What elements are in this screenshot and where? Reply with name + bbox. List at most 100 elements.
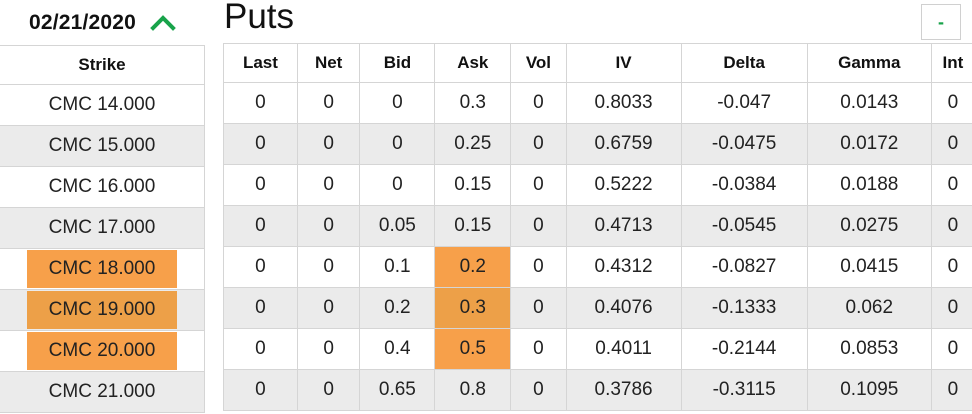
cell-int[interactable]: 0 <box>931 124 972 165</box>
cell-net[interactable]: 0 <box>297 124 360 165</box>
cell-ask[interactable]: 0.5 <box>435 329 511 370</box>
cell-bid[interactable]: 0.1 <box>360 247 435 288</box>
cell-last[interactable]: 0 <box>224 165 298 206</box>
cell-int[interactable]: 0 <box>931 288 972 329</box>
cell-vol[interactable]: 0 <box>511 83 566 124</box>
table-row[interactable]: 0 0 0 0.25 0 0.6759 -0.0475 0.0172 0 <box>224 124 972 165</box>
cell-net[interactable]: 0 <box>297 247 360 288</box>
strike-cell[interactable]: CMC 20.000 <box>0 331 205 372</box>
cell-delta[interactable]: -0.3115 <box>681 370 807 411</box>
cell-int[interactable]: 0 <box>931 165 972 206</box>
cell-delta[interactable]: -0.0384 <box>681 165 807 206</box>
cell-ask[interactable]: 0.15 <box>435 165 511 206</box>
cell-vol[interactable]: 0 <box>511 370 566 411</box>
cell-bid[interactable]: 0.05 <box>360 206 435 247</box>
column-header-gamma[interactable]: Gamma <box>807 44 931 83</box>
strike-cell[interactable]: CMC 17.000 <box>0 208 205 249</box>
column-header-bid[interactable]: Bid <box>360 44 435 83</box>
strike-row[interactable]: CMC 21.000 <box>0 372 205 413</box>
cell-ask[interactable]: 0.3 <box>435 288 511 329</box>
cell-last[interactable]: 0 <box>224 206 298 247</box>
cell-delta[interactable]: -0.0475 <box>681 124 807 165</box>
cell-bid[interactable]: 0.4 <box>360 329 435 370</box>
cell-int[interactable]: 0 <box>931 83 972 124</box>
cell-iv[interactable]: 0.4011 <box>566 329 681 370</box>
cell-iv[interactable]: 0.4076 <box>566 288 681 329</box>
cell-gamma[interactable]: 0.0172 <box>807 124 931 165</box>
strike-row[interactable]: CMC 19.000 <box>0 290 205 331</box>
strike-row[interactable]: CMC 18.000 <box>0 249 205 290</box>
cell-int[interactable]: 0 <box>931 247 972 288</box>
strike-cell[interactable]: CMC 14.000 <box>0 85 205 126</box>
cell-int[interactable]: 0 <box>931 329 972 370</box>
column-header-int[interactable]: Int <box>931 44 972 83</box>
cell-gamma[interactable]: 0.0143 <box>807 83 931 124</box>
cell-vol[interactable]: 0 <box>511 329 566 370</box>
cell-bid[interactable]: 0.2 <box>360 288 435 329</box>
table-row[interactable]: 0 0 0.1 0.2 0 0.4312 -0.0827 0.0415 0 <box>224 247 972 288</box>
cell-gamma[interactable]: 0.0853 <box>807 329 931 370</box>
table-row[interactable]: 0 0 0 0.3 0 0.8033 -0.047 0.0143 0 <box>224 83 972 124</box>
strike-cell[interactable]: CMC 18.000 <box>0 249 205 290</box>
strike-cell[interactable]: CMC 16.000 <box>0 167 205 208</box>
cell-bid[interactable]: 0 <box>360 83 435 124</box>
strike-row[interactable]: CMC 20.000 <box>0 331 205 372</box>
cell-last[interactable]: 0 <box>224 370 298 411</box>
cell-delta[interactable]: -0.0827 <box>681 247 807 288</box>
cell-gamma[interactable]: 0.0188 <box>807 165 931 206</box>
cell-ask[interactable]: 0.15 <box>435 206 511 247</box>
cell-bid[interactable]: 0.65 <box>360 370 435 411</box>
cell-vol[interactable]: 0 <box>511 165 566 206</box>
strike-row[interactable]: CMC 15.000 <box>0 126 205 167</box>
cell-net[interactable]: 0 <box>297 288 360 329</box>
cell-iv[interactable]: 0.6759 <box>566 124 681 165</box>
strike-row[interactable]: CMC 14.000 <box>0 85 205 126</box>
cell-net[interactable]: 0 <box>297 165 360 206</box>
strike-cell[interactable]: CMC 19.000 <box>0 290 205 331</box>
cell-vol[interactable]: 0 <box>511 124 566 165</box>
cell-gamma[interactable]: 0.062 <box>807 288 931 329</box>
cell-last[interactable]: 0 <box>224 124 298 165</box>
column-header-delta[interactable]: Delta <box>681 44 807 83</box>
cell-bid[interactable]: 0 <box>360 165 435 206</box>
cell-bid[interactable]: 0 <box>360 124 435 165</box>
cell-delta[interactable]: -0.1333 <box>681 288 807 329</box>
column-header-vol[interactable]: Vol <box>511 44 566 83</box>
cell-iv[interactable]: 0.5222 <box>566 165 681 206</box>
cell-vol[interactable]: 0 <box>511 247 566 288</box>
cell-last[interactable]: 0 <box>224 247 298 288</box>
cell-ask[interactable]: 0.2 <box>435 247 511 288</box>
strike-row[interactable]: CMC 17.000 <box>0 208 205 249</box>
table-row[interactable]: 0 0 0.4 0.5 0 0.4011 -0.2144 0.0853 0 <box>224 329 972 370</box>
cell-int[interactable]: 0 <box>931 206 972 247</box>
cell-iv[interactable]: 0.4312 <box>566 247 681 288</box>
cell-last[interactable]: 0 <box>224 329 298 370</box>
strike-cell[interactable]: CMC 15.000 <box>0 126 205 167</box>
cell-ask[interactable]: 0.25 <box>435 124 511 165</box>
expiry-date[interactable]: 02/21/2020 <box>29 11 136 35</box>
table-row[interactable]: 0 0 0.2 0.3 0 0.4076 -0.1333 0.062 0 <box>224 288 972 329</box>
cell-net[interactable]: 0 <box>297 83 360 124</box>
chevron-up-icon[interactable] <box>150 13 176 33</box>
cell-gamma[interactable]: 0.1095 <box>807 370 931 411</box>
cell-gamma[interactable]: 0.0415 <box>807 247 931 288</box>
column-header-iv[interactable]: IV <box>566 44 681 83</box>
cell-delta[interactable]: -0.047 <box>681 83 807 124</box>
cell-delta[interactable]: -0.0545 <box>681 206 807 247</box>
cell-iv[interactable]: 0.4713 <box>566 206 681 247</box>
cell-last[interactable]: 0 <box>224 83 298 124</box>
cell-net[interactable]: 0 <box>297 329 360 370</box>
table-row[interactable]: 0 0 0 0.15 0 0.5222 -0.0384 0.0188 0 <box>224 165 972 206</box>
cell-iv[interactable]: 0.8033 <box>566 83 681 124</box>
strike-column-header[interactable]: Strike <box>0 46 205 85</box>
cell-net[interactable]: 0 <box>297 206 360 247</box>
column-header-net[interactable]: Net <box>297 44 360 83</box>
table-row[interactable]: 0 0 0.65 0.8 0 0.3786 -0.3115 0.1095 0 <box>224 370 972 411</box>
cell-last[interactable]: 0 <box>224 288 298 329</box>
column-header-ask[interactable]: Ask <box>435 44 511 83</box>
column-header-last[interactable]: Last <box>224 44 298 83</box>
cell-delta[interactable]: -0.2144 <box>681 329 807 370</box>
cell-vol[interactable]: 0 <box>511 288 566 329</box>
strike-cell[interactable]: CMC 21.000 <box>0 372 205 413</box>
cell-int[interactable]: 0 <box>931 370 972 411</box>
